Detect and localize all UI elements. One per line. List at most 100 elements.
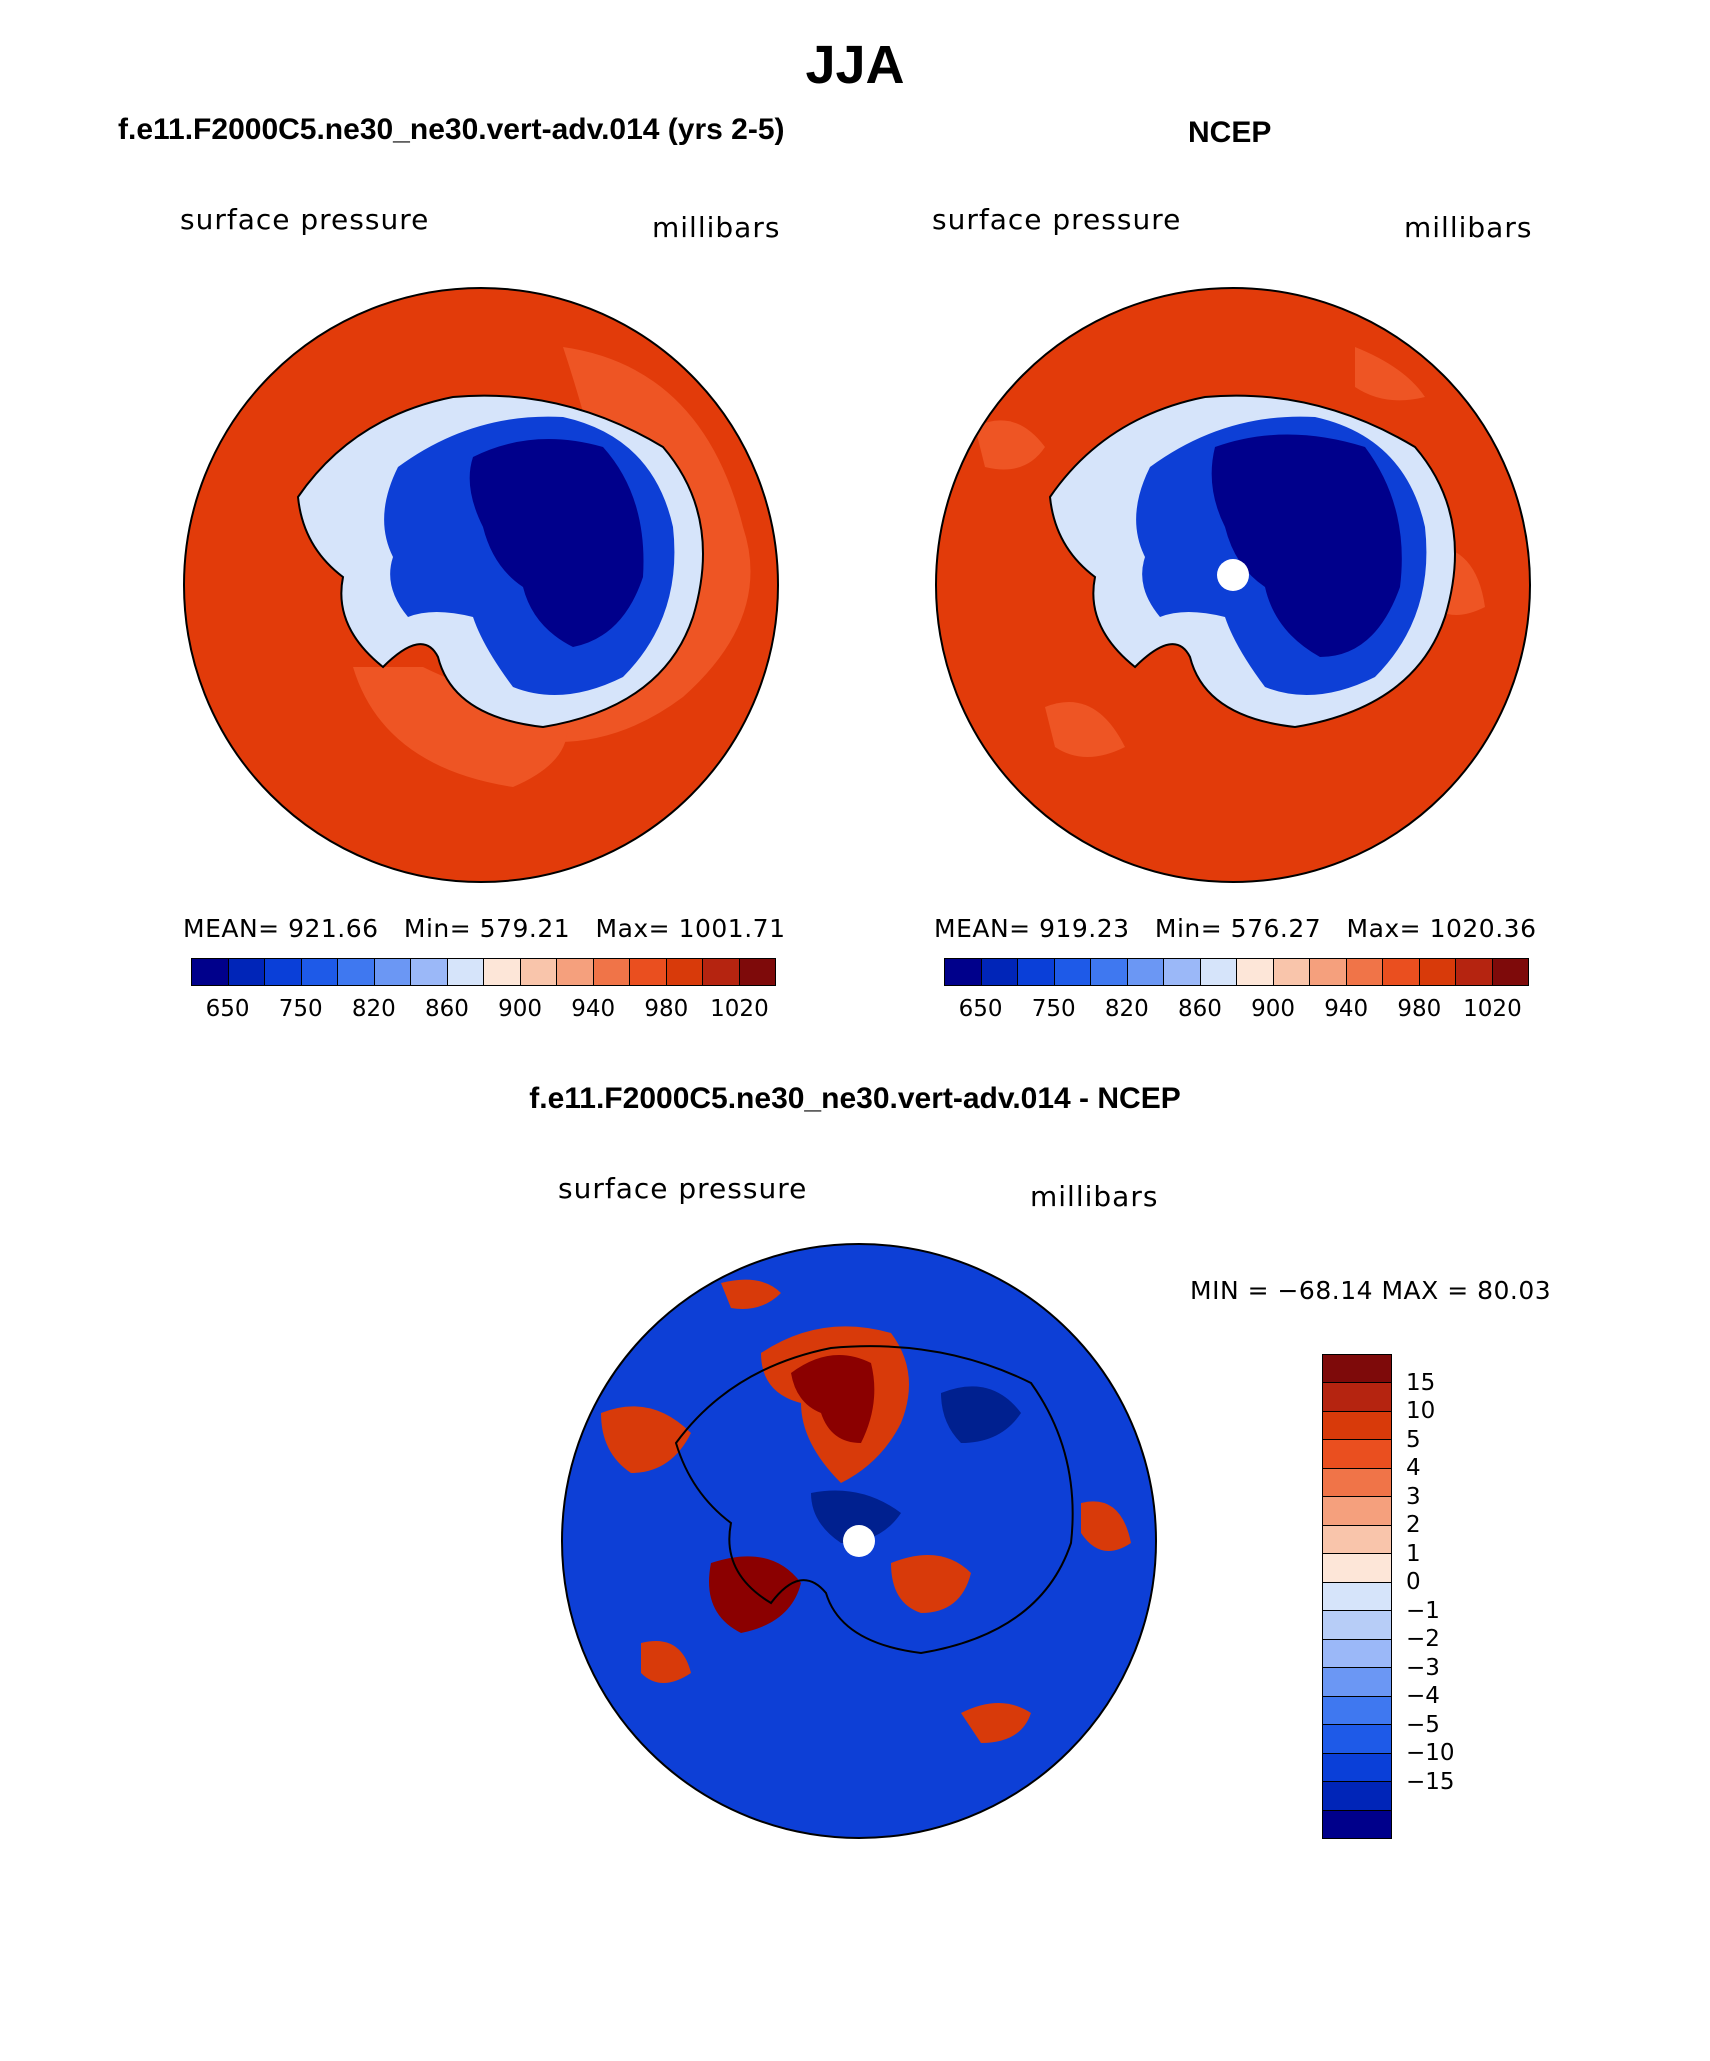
panel-diff-minmax: MIN = −68.14 MAX = 80.03 xyxy=(1190,1276,1552,1305)
panel-diff-pole-mask xyxy=(843,1525,875,1557)
panel-diff-coastline xyxy=(674,1345,1074,1655)
panel-obs-title: NCEP xyxy=(1188,116,1272,149)
panel-model-map-border xyxy=(183,287,779,883)
panel-obs-coastline xyxy=(1048,394,1456,729)
panel-diff-colorbar-tick-label: 10 xyxy=(1406,1398,1436,1425)
panel-model-colorbar-tick-label: 1020 xyxy=(710,996,769,1022)
panel-diff-colorbar-swatch xyxy=(1323,1696,1391,1726)
panel-model-colorbar-tick-label: 980 xyxy=(644,996,689,1022)
panel-obs-mean-value: 919.23 xyxy=(1039,914,1130,943)
panel-obs-colorbar-swatch xyxy=(1237,959,1274,985)
panel-diff-colorbar-swatch xyxy=(1323,1468,1391,1498)
panel-obs-colorbar-swatch xyxy=(1273,959,1310,985)
panel-obs-stats: MEAN= 919.23 Min= 576.27 Max= 1020.36 xyxy=(934,914,1536,943)
panel-diff-colorbar-swatch xyxy=(1323,1782,1391,1811)
panel-obs-variable-label: surface pressure xyxy=(932,203,1182,236)
panel-diff-units-label: millibars xyxy=(1030,1180,1159,1213)
panel-model-colorbar-swatch xyxy=(265,959,302,985)
panel-diff-colorbar-tick-label: −2 xyxy=(1406,1626,1440,1653)
panel-obs-colorbar-swatch xyxy=(945,959,982,985)
panel-diff-map-border xyxy=(561,1243,1157,1839)
panel-model-colorbar-swatch xyxy=(338,959,375,985)
panel-obs-colorbar-swatch xyxy=(981,959,1018,985)
panel-obs-colorbar-swatch xyxy=(1164,959,1201,985)
panel-model-colorbar-swatch xyxy=(666,959,703,985)
panel-obs-colorbar-swatch xyxy=(1492,959,1528,985)
panel-obs-ocean-patch xyxy=(975,420,1045,470)
panel-model-colorbar-swatch xyxy=(484,959,521,985)
panel-model-colorbar-swatch xyxy=(630,959,667,985)
panel-model-colorbar-tick-label: 860 xyxy=(424,996,469,1022)
panel-diff-map xyxy=(561,1243,1157,1839)
panel-obs-units-label: millibars xyxy=(1404,211,1533,244)
panel-obs-land-low xyxy=(1211,434,1402,657)
panel-obs-min-label: Min= xyxy=(1154,914,1223,943)
panel-diff-red-blob-6 xyxy=(641,1641,691,1683)
panel-diff-colorbar-labels: 15 10 5 4 3 2 1 0 −1 −2 −3 −4 −5 −10 −15 xyxy=(1406,1354,1486,1839)
panel-obs-colorbar-swatch xyxy=(1346,959,1383,985)
panel-model-colorbar-tick-label: 650 xyxy=(205,996,250,1022)
panel-model-colorbar-swatch xyxy=(447,959,484,985)
panel-diff-colorbar-swatch xyxy=(1323,1440,1391,1469)
panel-model-colorbar-swatch xyxy=(301,959,338,985)
panel-diff-colorbar-tick-label: 1 xyxy=(1406,1540,1421,1567)
panel-obs-colorbar-swatch xyxy=(1200,959,1237,985)
panel-model-colorbar-swatch xyxy=(593,959,630,985)
panel-model-stats: MEAN= 921.66 Min= 579.21 Max= 1001.71 xyxy=(183,914,785,943)
panel-model-colorbar-swatch xyxy=(557,959,594,985)
panel-obs-max-value: 1020.36 xyxy=(1429,914,1537,943)
panel-diff-darkred-core xyxy=(791,1355,875,1443)
panel-obs-colorbar-swatch xyxy=(1018,959,1055,985)
panel-model-max-value: 1001.71 xyxy=(678,914,786,943)
panel-obs-ocean-patch-4 xyxy=(1045,702,1125,757)
panel-diff-colorbar-tick-label: −10 xyxy=(1406,1740,1455,1767)
panel-obs-mean-label: MEAN= xyxy=(934,914,1031,943)
panel-obs-pole-mask xyxy=(1217,559,1249,591)
panel-model-map xyxy=(183,287,779,883)
panel-diff-colorbar-tick-label: 0 xyxy=(1406,1569,1421,1596)
panel-diff-colorbar-swatch xyxy=(1323,1554,1391,1583)
panel-diff-deepblue-blob xyxy=(941,1386,1021,1443)
panel-diff-red-blob-4 xyxy=(721,1279,781,1309)
panel-diff-colorbar-tick-label: −5 xyxy=(1406,1711,1440,1738)
panel-diff-colorbar-swatch xyxy=(1323,1497,1391,1526)
panel-obs-colorbar-tick-label: 980 xyxy=(1397,996,1442,1022)
panel-model-ocean-high-2 xyxy=(353,667,568,787)
panel-diff-colorbar-tick-label: 5 xyxy=(1406,1426,1421,1453)
panel-diff-colorbar-swatch xyxy=(1323,1582,1391,1612)
panel-diff-red-blob-7 xyxy=(1081,1501,1131,1551)
panel-model-land-low xyxy=(469,439,644,647)
panel-obs-map-border xyxy=(935,287,1531,883)
panel-model-colorbar-swatch xyxy=(192,959,229,985)
panel-diff-colorbar xyxy=(1322,1354,1392,1839)
panel-model-colorbar-swatch xyxy=(374,959,411,985)
panel-model-colorbar-tick-label: 900 xyxy=(498,996,543,1022)
panel-model-colorbar xyxy=(191,958,776,986)
panel-model-max-label: Max= xyxy=(595,914,671,943)
panel-model-units-label: millibars xyxy=(652,211,781,244)
panel-diff-red-blob-5 xyxy=(961,1703,1031,1743)
panel-diff-deepblue-blob-2 xyxy=(811,1490,901,1543)
panel-obs-colorbar-swatch xyxy=(1419,959,1456,985)
panel-diff-red-blob-2 xyxy=(709,1556,801,1633)
panel-obs-map xyxy=(935,287,1531,883)
panel-obs-colorbar-swatch xyxy=(1310,959,1347,985)
panel-model-min-value: 579.21 xyxy=(479,914,571,943)
panel-diff-colorbar-swatch xyxy=(1323,1810,1391,1838)
figure-title: JJA xyxy=(805,35,905,95)
panel-diff-colorbar-tick-label: −1 xyxy=(1406,1597,1440,1624)
panel-model-colorbar-tick-label: 820 xyxy=(351,996,396,1022)
panel-obs-colorbar-tick-label: 750 xyxy=(1031,996,1076,1022)
panel-diff-colorbar-tick-label: 3 xyxy=(1406,1483,1421,1510)
panel-model-colorbar-swatch xyxy=(703,959,740,985)
panel-diff-colorbar-swatch xyxy=(1323,1383,1391,1412)
panel-model-colorbar-tick-label: 750 xyxy=(278,996,323,1022)
panel-model-colorbar-swatch xyxy=(520,959,557,985)
panel-model-title: f.e11.F2000C5.ne30_ne30.vert-adv.014 (yr… xyxy=(118,113,785,146)
panel-model-colorbar-swatch xyxy=(739,959,775,985)
panel-model-variable-label: surface pressure xyxy=(180,203,430,236)
panel-obs-colorbar-swatch xyxy=(1054,959,1091,985)
panel-diff-variable-label: surface pressure xyxy=(558,1172,808,1205)
panel-obs-colorbar xyxy=(944,958,1529,986)
panel-obs-colorbar-swatch xyxy=(1091,959,1128,985)
